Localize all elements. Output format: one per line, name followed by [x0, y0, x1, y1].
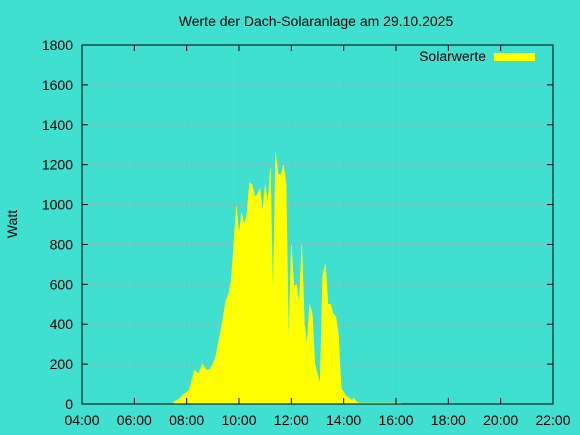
y-tick-label: 1800: [42, 37, 73, 53]
y-tick-label: 1000: [42, 197, 73, 213]
x-tick-label: 20:00: [483, 412, 518, 428]
x-tick-label: 10:00: [221, 412, 256, 428]
x-tick-label: 04:00: [64, 412, 99, 428]
axes: 0 200 400 600 800 1000 1200 1400 1600 1800 04:00 06…: [42, 37, 571, 428]
y-tick-label: 0: [65, 396, 73, 412]
chart-title: Werte der Dach-Solaranlage am 29.10.2025: [179, 13, 454, 29]
y-axis-label: Watt: [4, 210, 20, 238]
y-tick-label: 1600: [42, 77, 73, 93]
y-tick-label: 200: [50, 356, 74, 372]
y-tick-label: 1400: [42, 117, 73, 133]
legend: Solarwerte: [419, 48, 535, 64]
x-tick-label: 06:00: [117, 412, 152, 428]
grid: [82, 45, 553, 404]
x-tick-label: 18:00: [431, 412, 466, 428]
y-tick-label: 800: [50, 236, 74, 252]
y-tick-label: 1200: [42, 157, 73, 173]
series-area: [173, 152, 404, 405]
plot-frame: [81, 44, 554, 405]
x-tick-label: 08:00: [169, 412, 204, 428]
legend-swatch-solarwerte: [494, 53, 535, 61]
y-tick-label: 400: [50, 316, 74, 332]
y-tick-label: 600: [50, 276, 74, 292]
legend-label-solarwerte: Solarwerte: [419, 48, 486, 64]
x-tick-label: 22:00: [535, 412, 570, 428]
x-tick-label: 14:00: [326, 412, 361, 428]
x-tick-label: 12:00: [274, 412, 309, 428]
x-tick-label: 16:00: [378, 412, 413, 428]
series-area-solarwerte: [173, 152, 404, 405]
